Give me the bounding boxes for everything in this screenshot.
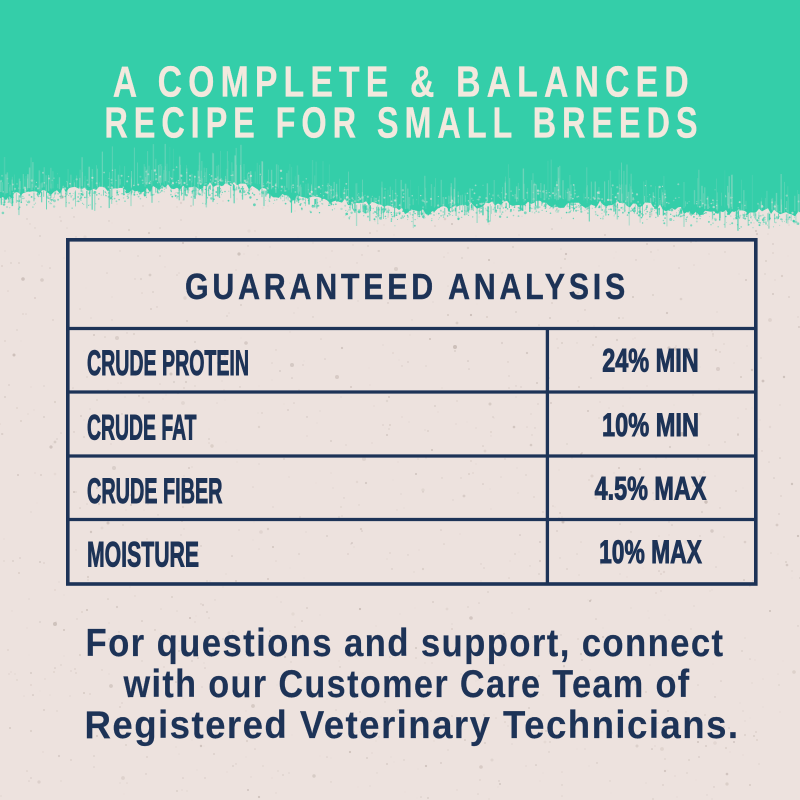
svg-text:with our Customer Care Team of: with our Customer Care Team of bbox=[123, 663, 691, 706]
svg-text:10% MIN: 10% MIN bbox=[602, 407, 699, 443]
svg-text:24% MIN: 24% MIN bbox=[602, 343, 699, 379]
svg-text:CRUDE PROTEIN: CRUDE PROTEIN bbox=[87, 343, 249, 383]
svg-text:Registered Veterinary Technici: Registered Veterinary Technicians. bbox=[85, 704, 740, 747]
svg-text:10% MAX: 10% MAX bbox=[599, 534, 702, 570]
svg-text:GUARANTEED ANALYSIS: GUARANTEED ANALYSIS bbox=[185, 266, 629, 307]
svg-text:CRUDE FIBER: CRUDE FIBER bbox=[87, 471, 223, 511]
svg-text:CRUDE FAT: CRUDE FAT bbox=[87, 408, 197, 448]
svg-text:RECIPE FOR SMALL BREEDS: RECIPE FOR SMALL BREEDS bbox=[104, 99, 703, 148]
svg-text:MOISTURE: MOISTURE bbox=[87, 535, 199, 575]
svg-text:For questions and support, con: For questions and support, connect bbox=[86, 622, 725, 665]
svg-text:A COMPLETE & BALANCED: A COMPLETE & BALANCED bbox=[113, 58, 695, 107]
svg-text:4.5% MAX: 4.5% MAX bbox=[595, 471, 707, 507]
